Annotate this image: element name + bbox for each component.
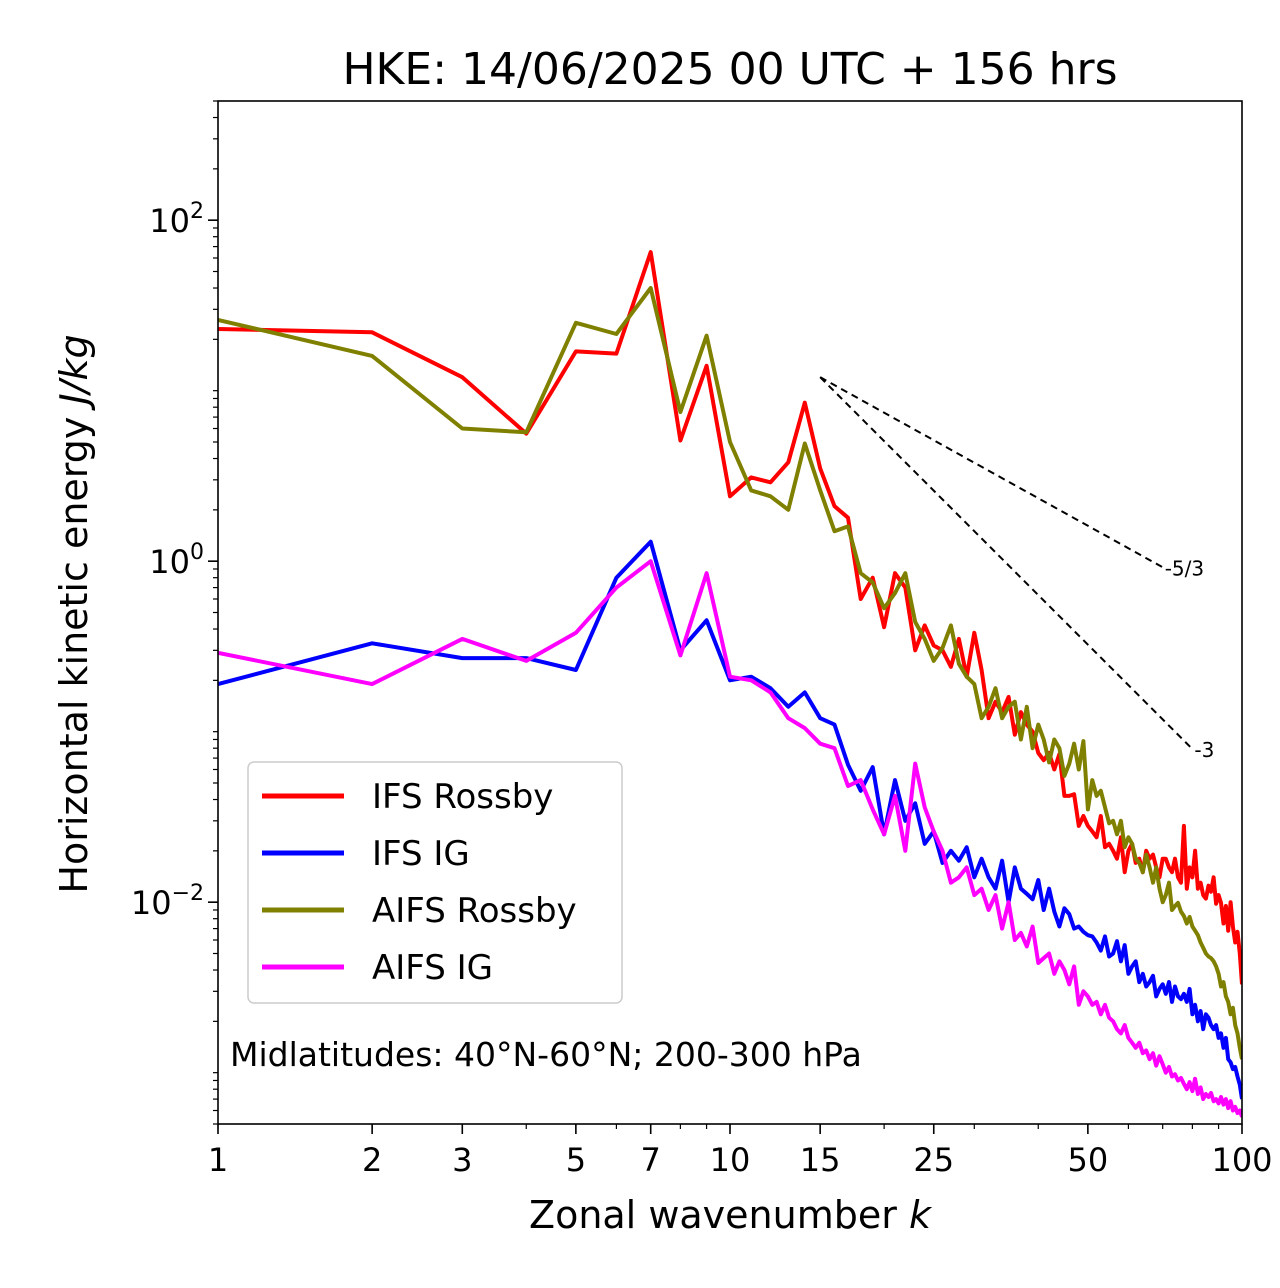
x-tick-label: 15: [800, 1141, 841, 1179]
chart-title: HKE: 14/06/2025 00 UTC + 156 hrs: [342, 44, 1117, 95]
y-axis-label-unit: J/kg: [52, 334, 96, 411]
x-tick-label: 50: [1068, 1141, 1109, 1179]
x-axis-label: Zonal wavenumber k: [529, 1193, 933, 1237]
legend-label-aifs-rossby: AIFS Rossby: [372, 891, 577, 931]
region-annotation: Midlatitudes: 40°N-60°N; 200-300 hPa: [230, 1035, 862, 1074]
x-tick-label: 1: [208, 1141, 228, 1179]
reference-line-1: [819, 376, 1194, 750]
y-tick-label: 100: [149, 540, 204, 581]
x-axis-ticks: 1 2 3 5 7 10 15 25 50 100: [208, 1124, 1273, 1179]
y-tick-label: 102: [149, 199, 204, 240]
reference-line-label-1: -3: [1194, 738, 1214, 762]
x-tick-label: 3: [452, 1141, 472, 1179]
y-axis-label-text: Horizontal kinetic energy: [52, 405, 96, 894]
x-axis-label-variable: k: [909, 1193, 933, 1237]
reference-slope-lines: -5/3 -3: [819, 376, 1214, 762]
series-line-ifs-ig: [218, 539, 1242, 1100]
y-axis-ticks: 102 100 10−2: [131, 100, 218, 1125]
legend-label-ifs-ig: IFS IG: [372, 834, 470, 874]
legend-label-ifs-rossby: IFS Rossby: [372, 777, 553, 817]
series-line-aifs-ig: [218, 559, 1242, 1118]
x-tick-label: 2: [362, 1141, 382, 1179]
reference-line-label-0: -5/3: [1165, 556, 1204, 580]
legend: IFS Rossby IFS IG AIFS Rossby AIFS IG: [247, 761, 623, 1004]
x-tick-label: 5: [566, 1141, 586, 1179]
series-line-ifs-rossby: [218, 250, 1242, 985]
y-axis-label: Horizontal kinetic energy J/kg: [52, 334, 96, 893]
x-tick-label: 25: [913, 1141, 954, 1179]
legend-entries: IFS Rossby IFS IG AIFS Rossby AIFS IG: [262, 777, 577, 988]
y-tick-label: 10−2: [131, 881, 204, 922]
series-line-aifs-rossby: [218, 286, 1242, 1060]
reference-line-0: [819, 376, 1164, 569]
x-axis-label-text: Zonal wavenumber: [529, 1193, 909, 1237]
x-tick-label: 10: [710, 1141, 751, 1179]
legend-label-aifs-ig: AIFS IG: [372, 948, 493, 988]
x-tick-label: 100: [1211, 1141, 1272, 1179]
legend-box: [247, 761, 623, 1004]
x-tick-label: 7: [641, 1141, 661, 1179]
series-layer: [218, 250, 1242, 1118]
